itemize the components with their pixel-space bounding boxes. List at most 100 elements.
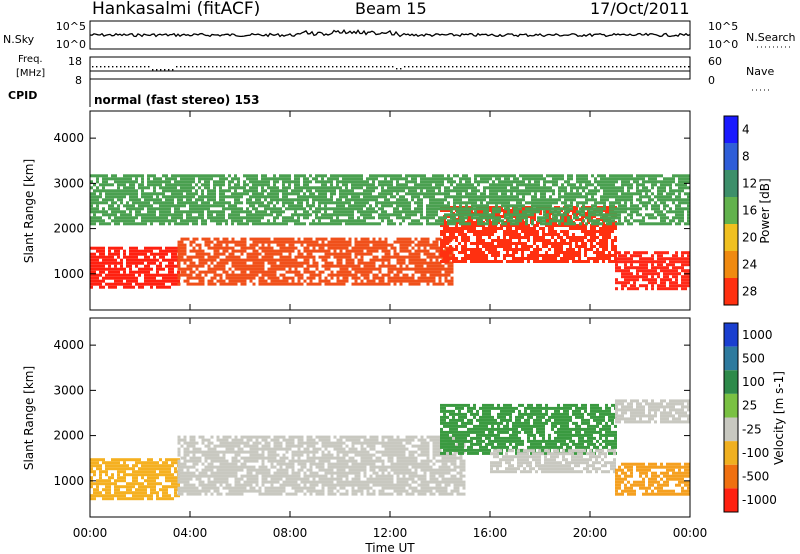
heatmap-cell [624, 269, 627, 273]
heatmap-cell [420, 249, 424, 253]
heatmap-cell [117, 192, 120, 196]
heatmap-cell [546, 201, 549, 205]
heatmap-cell [624, 254, 627, 258]
heatmap-cell [330, 186, 333, 190]
heatmap-cell [576, 195, 579, 199]
heatmap-cell [228, 273, 232, 277]
heatmap-cell [482, 224, 485, 227]
heatmap-cell [228, 282, 232, 286]
heatmap-cell [534, 177, 537, 181]
heatmap-cell [258, 198, 261, 202]
heatmap-cell [531, 177, 534, 181]
heatmap-cell [366, 186, 369, 190]
heatmap-cell [444, 261, 448, 265]
heatmap-cell [216, 174, 219, 178]
freq-dot [540, 66, 542, 68]
heatmap-cell [141, 207, 144, 211]
heatmap-cell [572, 236, 575, 239]
heatmap-cell [605, 254, 608, 257]
heatmap-cell [330, 192, 333, 196]
heatmap-cell [360, 207, 363, 211]
heatmap-cell [587, 239, 590, 242]
heatmap-cell [438, 219, 441, 223]
heatmap-cell [159, 255, 162, 259]
heatmap-cell [147, 273, 150, 277]
heatmap-cell [99, 183, 102, 187]
heatmap-cell [105, 201, 108, 205]
heatmap-cell [501, 180, 504, 184]
heatmap-cell [681, 284, 684, 288]
heatmap-cell [576, 201, 579, 205]
heatmap-cell [624, 204, 627, 208]
heatmap-cell [114, 174, 117, 178]
heatmap-cell [450, 177, 453, 181]
heatmap-cell [309, 204, 312, 208]
heatmap-cell [555, 201, 558, 205]
heatmap-cell [438, 273, 442, 277]
heatmap-cell [351, 273, 355, 277]
heatmap-cell [402, 177, 405, 181]
heatmap-cell [648, 257, 651, 261]
heatmap-cell [480, 180, 483, 184]
heatmap-cell [600, 186, 603, 190]
heatmap-cell [282, 261, 286, 265]
heatmap-cell [180, 219, 183, 223]
heatmap-cell [267, 255, 271, 259]
heatmap-cell [522, 195, 525, 199]
heatmap-cell [669, 263, 672, 267]
heatmap-cell [192, 201, 195, 205]
heatmap-cell [399, 201, 402, 205]
heatmap-cell [282, 240, 286, 244]
heatmap-cell [588, 198, 591, 202]
heatmap-cell [141, 258, 144, 262]
heatmap-cell [93, 282, 96, 286]
heatmap-cell [96, 219, 99, 223]
heatmap-cell [255, 192, 258, 196]
heatmap-cell [549, 180, 552, 184]
heatmap-cell [366, 189, 369, 193]
heatmap-cell [612, 216, 615, 220]
heatmap-cell [569, 209, 572, 212]
heatmap-cell [231, 195, 234, 199]
heatmap-cell [476, 233, 479, 236]
heatmap-cell [627, 183, 630, 187]
heatmap-cell [279, 174, 282, 178]
heatmap-cell [549, 186, 552, 190]
heatmap-cell [177, 204, 180, 208]
heatmap-cell [539, 260, 542, 263]
heatmap-cell [132, 183, 135, 187]
heatmap-cell [624, 266, 627, 270]
heatmap-cell [159, 186, 162, 190]
heatmap-cell [306, 276, 310, 280]
heatmap-cell [159, 219, 162, 223]
heatmap-cell [345, 180, 348, 184]
heatmap-cell [384, 255, 388, 259]
heatmap-cell [93, 258, 96, 262]
heatmap-cell [675, 254, 678, 258]
heatmap-cell [237, 249, 241, 253]
heatmap-cell [225, 201, 228, 205]
heatmap-cell [321, 246, 325, 250]
heatmap-cell [560, 209, 563, 212]
heatmap-cell [333, 243, 337, 247]
heatmap-cell [312, 273, 316, 277]
heatmap-cell [492, 219, 495, 223]
heatmap-cell [429, 267, 433, 271]
freq-dot [92, 66, 94, 68]
heatmap-cell [177, 264, 181, 268]
heatmap-cell [534, 180, 537, 184]
heatmap-cell [378, 282, 382, 286]
heatmap-cell [474, 216, 477, 220]
heatmap-cell [542, 260, 545, 263]
heatmap-cell [534, 198, 537, 202]
freq-dot [408, 66, 410, 68]
heatmap-cell [645, 272, 648, 276]
heatmap-cell [261, 180, 264, 184]
heatmap-cell [225, 270, 229, 274]
heatmap-cell [608, 227, 611, 230]
heatmap-cell [486, 219, 489, 223]
heatmap-cell [276, 267, 280, 271]
heatmap-cell [563, 242, 566, 245]
freq-dot [256, 66, 258, 68]
freq-dot [472, 66, 474, 68]
